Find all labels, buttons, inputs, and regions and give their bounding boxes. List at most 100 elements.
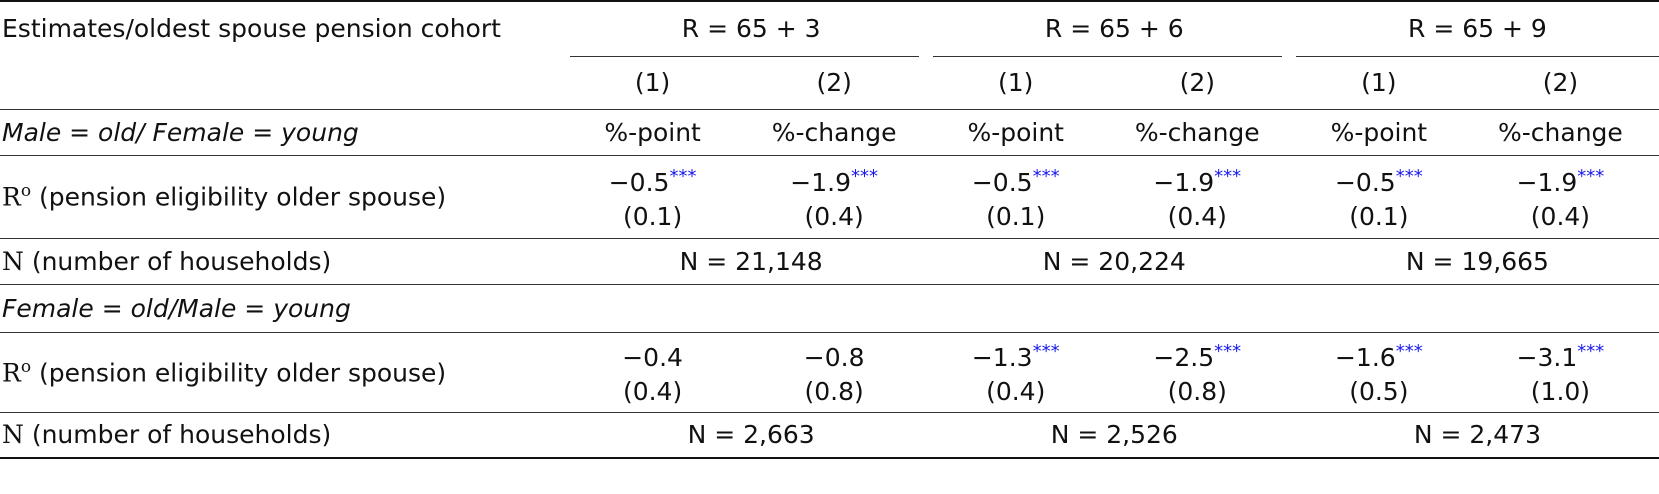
n-symbol: N [2,246,24,276]
col-number: (1) [998,68,1034,98]
panel-a-title-row: Male = old/ Female = young %-point %-cha… [0,109,1659,155]
coef-cell: −0.5*** (0.1) [1296,155,1462,238]
std-error: (0.1) [1349,201,1409,231]
col-number: (2) [816,68,852,98]
significance-stars: *** [1032,165,1060,187]
panel-b-title-row: Female = old/Male = young [0,284,1659,332]
col-number: (1) [1361,68,1397,98]
estimate: −1.9 [790,167,852,197]
estimate: −3.1 [1516,343,1578,372]
unit-label: %-point [1330,117,1428,147]
coef-cell: −0.5*** (0.1) [933,155,1099,238]
group-label-2: R = 65 + 6 [1044,14,1184,43]
col-number: (2) [1179,68,1215,98]
std-error: (0.4) [804,201,864,231]
significance-stars: *** [851,165,879,187]
header-row-numbers: (1) (2) (1) (2) (1) (2) [0,57,1659,109]
n-symbol: N [2,420,24,450]
significance-stars: *** [1395,341,1423,362]
coef-superscript: o [20,356,32,377]
n-row-label: N (number of households) [0,412,570,458]
cmidrule-1 [569,55,933,57]
significance-stars: *** [1214,341,1242,362]
std-error: (0.4) [1530,201,1591,231]
std-error: (0.8) [1167,377,1227,406]
std-error: (0.1) [986,201,1046,231]
significance-stars: *** [1577,165,1605,187]
std-error: (0.1) [622,201,683,231]
coef-cell: −0.4 (0.4) [570,332,736,412]
unit-label: %-change [1134,117,1260,147]
estimate: −0.5 [971,167,1033,197]
n-value: N = 19,665 [1405,246,1549,276]
panel-a-n-row: N (number of households) N = 21,148 N = … [0,238,1659,284]
estimate: −0.8 [803,343,865,372]
coef-cell: −1.6*** (0.5) [1296,332,1462,412]
significance-stars: *** [1577,341,1605,362]
n-value: N = 21,148 [679,246,823,276]
estimate: −0.4 [622,343,683,372]
n-value: N = 20,224 [1042,246,1186,276]
group-label-1: R = 65 + 3 [681,14,821,43]
col-number: (2) [1542,68,1579,98]
stub-header: Estimates/oldest spouse pension cohort [2,14,501,43]
regression-table: Estimates/oldest spouse pension cohort R… [0,1,1659,458]
group-label-3: R = 65 + 9 [1408,14,1547,43]
unit-label: %-point [967,117,1064,147]
panel-b-coef-row: Ro (pension eligibility older spouse) −0… [0,332,1659,412]
coef-superscript: o [20,181,32,202]
coef-cell: −0.5*** (0.1) [570,155,736,238]
estimate: −1.9 [1516,167,1578,197]
n-label-text: (number of households) [23,246,332,276]
std-error: (0.4) [622,377,683,406]
std-error: (0.5) [1349,377,1409,406]
estimate: −1.6 [1334,343,1396,372]
n-value: N = 2,526 [1050,420,1178,450]
std-error: (0.4) [986,377,1046,406]
coef-row-label: Ro (pension eligibility older spouse) [0,332,570,412]
std-error: (0.8) [804,377,864,406]
coef-cell: −1.9*** (0.4) [1462,155,1659,238]
n-value: N = 2,663 [687,420,815,450]
panel-a-title: Male = old/ Female = young [2,117,359,147]
std-error: (0.4) [1167,201,1227,231]
panel-b-title: Female = old/Male = young [2,293,351,323]
n-value: N = 2,473 [1413,420,1541,450]
group-header-1: R = 65 + 3 [570,1,933,55]
coef-cell: −0.8 (0.8) [736,332,933,412]
panel-a-coef-row: Ro (pension eligibility older spouse) −0… [0,155,1659,238]
header-row-groups: Estimates/oldest spouse pension cohort R… [0,1,1659,55]
unit-label: %-change [1498,117,1623,147]
coef-cell: −1.3*** (0.4) [933,332,1099,412]
coef-symbol: R [2,182,21,212]
coef-cell: −3.1*** (1.0) [1462,332,1659,412]
unit-label: %-point [604,117,701,147]
group-header-2: R = 65 + 6 [933,1,1296,55]
coef-row-label: Ro (pension eligibility older spouse) [0,155,570,238]
coef-cell: −1.9*** (0.4) [1099,155,1296,238]
n-label-text: (number of households) [23,420,332,450]
significance-stars: *** [1395,165,1423,187]
coef-symbol: R [2,358,21,388]
cmidrule-row [0,55,1659,57]
estimate: −0.5 [608,167,670,197]
significance-stars: *** [669,165,697,187]
coef-cell: −2.5*** (0.8) [1099,332,1296,412]
significance-stars: *** [1214,165,1242,187]
panel-b-n-row: N (number of households) N = 2,663 N = 2… [0,412,1659,458]
std-error: (1.0) [1530,377,1591,406]
coef-cell: −1.9*** (0.4) [736,155,933,238]
estimate: −1.9 [1153,167,1215,197]
n-row-label: N (number of households) [0,238,570,284]
col-number: (1) [634,68,671,98]
coef-label-text: (pension eligibility older spouse) [31,358,447,388]
significance-stars: *** [1032,341,1060,362]
estimate: −1.3 [971,343,1033,372]
cmidrule-3 [1295,55,1659,57]
estimate: −0.5 [1334,167,1396,197]
cmidrule-2 [932,55,1296,57]
group-header-3: R = 65 + 9 [1296,1,1659,55]
estimate: −2.5 [1153,343,1215,372]
unit-label: %-change [771,117,897,147]
